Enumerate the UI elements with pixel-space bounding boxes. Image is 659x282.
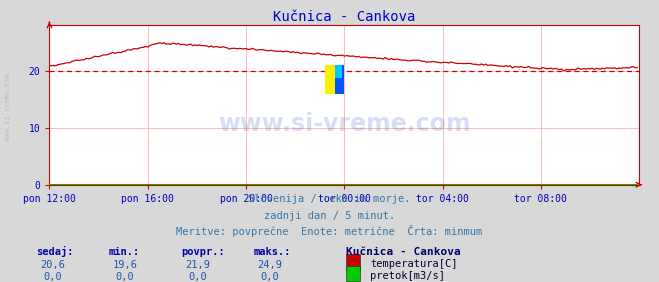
Text: Kučnica - Cankova: Kučnica - Cankova [346, 247, 461, 257]
Text: pretok[m3/s]: pretok[m3/s] [370, 270, 445, 281]
Text: min.:: min.: [109, 247, 140, 257]
Text: sedaj:: sedaj: [36, 246, 74, 257]
Text: zadnji dan / 5 minut.: zadnji dan / 5 minut. [264, 211, 395, 221]
Text: 21,9: 21,9 [185, 261, 210, 270]
Text: 0,0: 0,0 [188, 272, 207, 282]
Text: Slovenija / reke in morje.: Slovenija / reke in morje. [248, 194, 411, 204]
Text: 20,6: 20,6 [40, 261, 65, 270]
Text: povpr.:: povpr.: [181, 247, 225, 257]
Bar [326, 65, 335, 94]
Title: Kučnica - Cankova: Kučnica - Cankova [273, 10, 416, 24]
Text: 0,0: 0,0 [116, 272, 134, 282]
Text: 19,6: 19,6 [113, 261, 138, 270]
Bar [335, 65, 342, 78]
Text: temperatura[C]: temperatura[C] [370, 259, 458, 269]
Text: Meritve: povprečne  Enote: metrične  Črta: minmum: Meritve: povprečne Enote: metrične Črta:… [177, 226, 482, 237]
Text: www.si-vreme.com: www.si-vreme.com [5, 73, 11, 141]
Text: 0,0: 0,0 [261, 272, 279, 282]
Bar [335, 65, 345, 94]
Text: www.si-vreme.com: www.si-vreme.com [218, 112, 471, 136]
Text: 24,9: 24,9 [258, 261, 283, 270]
Text: 0,0: 0,0 [43, 272, 62, 282]
Text: maks.:: maks.: [254, 247, 291, 257]
